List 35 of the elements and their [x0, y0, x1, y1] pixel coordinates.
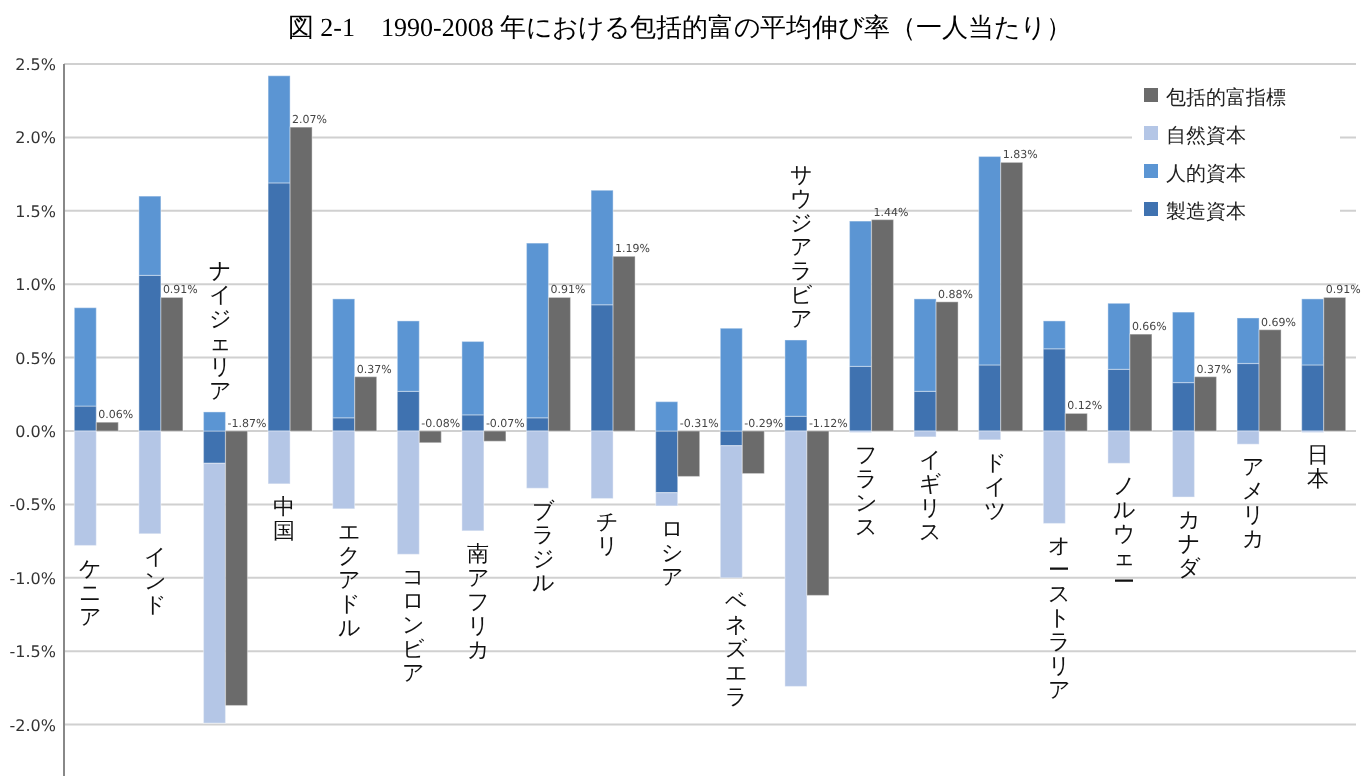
y-tick-label: 2.5% — [15, 56, 57, 74]
category: 南アフリカ — [466, 542, 489, 663]
category: 日本 — [1306, 444, 1329, 493]
category: チリ — [596, 510, 619, 559]
category: サウジアラビア — [789, 164, 812, 332]
legend-label: 人的資本 — [1166, 162, 1246, 186]
category: インド — [143, 545, 166, 618]
category: ケニア — [79, 557, 102, 630]
y-tick-label: -1.5% — [9, 643, 57, 662]
category: 中国 — [273, 495, 296, 544]
y-tick-label: -2.0% — [9, 716, 57, 735]
category: ベネズエラ — [725, 589, 748, 710]
category: イギリス — [919, 448, 942, 545]
category: フランス — [854, 444, 877, 541]
title: 図 2-1 1990-2008 年における包括的富の平均伸び率（一人当たり） — [287, 12, 1073, 42]
y-tick-label: -1.0% — [9, 569, 57, 588]
category: ドイツ — [983, 451, 1006, 524]
category: オーストラリア — [1048, 535, 1071, 704]
y-tick-label: 0.5% — [15, 349, 57, 368]
category: エクアドル — [337, 520, 360, 641]
legend-label: 製造資本 — [1166, 200, 1246, 224]
legend-label: 自然資本 — [1166, 124, 1246, 148]
legend-label: 包括的富指標 — [1166, 86, 1286, 110]
category: ロシア — [660, 517, 683, 590]
y-tick-label: 1.0% — [15, 276, 57, 295]
y-tick-label: 0.0% — [15, 423, 57, 442]
category: ブラジル — [531, 500, 554, 597]
category: アメリカ — [1242, 456, 1265, 553]
y-tick-label: 2.0% — [15, 129, 57, 148]
y-tick-label: 1.5% — [15, 202, 57, 221]
category: ノルウェー — [1112, 475, 1135, 596]
y-tick-label: -0.5% — [9, 496, 57, 515]
category: ナイジェリア — [208, 259, 231, 404]
category: カナダ — [1177, 509, 1200, 582]
category: コロンビア — [402, 566, 425, 687]
